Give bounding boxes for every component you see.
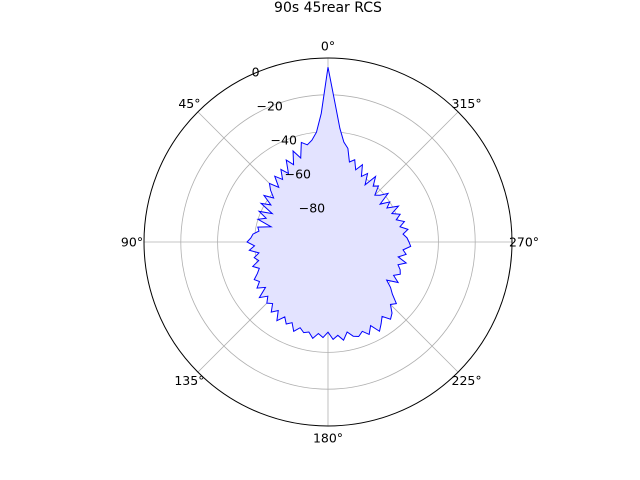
r-tick-labels: −80 −60 −40 −20 0 [252, 65, 326, 216]
theta-tick-label: 90° [121, 235, 143, 250]
theta-tick-label: 45° [178, 96, 200, 111]
r-tick-label: −20 [256, 99, 282, 114]
polar-frame [143, 57, 513, 427]
r-tick-label: 0 [252, 65, 260, 80]
r-tick-label: −40 [271, 133, 297, 148]
theta-tick-label: 180° [313, 431, 343, 446]
theta-tick-labels: 0° 45° 90° 135° 180° 225° 270° 315° [121, 39, 539, 446]
r-tick-label: −80 [299, 201, 325, 216]
r-tick-label: −60 [285, 167, 311, 182]
series-layer [246, 67, 412, 341]
theta-tick-label: 135° [174, 373, 204, 388]
theta-tick-label: 315° [452, 96, 482, 111]
series-fill [247, 67, 411, 341]
theta-tick-label: 270° [509, 235, 539, 250]
series-line [246, 67, 412, 341]
theta-tick-label: 0° [321, 39, 335, 54]
theta-tick-label: 225° [452, 373, 482, 388]
chart-title: 90s 45rear RCS [274, 0, 382, 16]
